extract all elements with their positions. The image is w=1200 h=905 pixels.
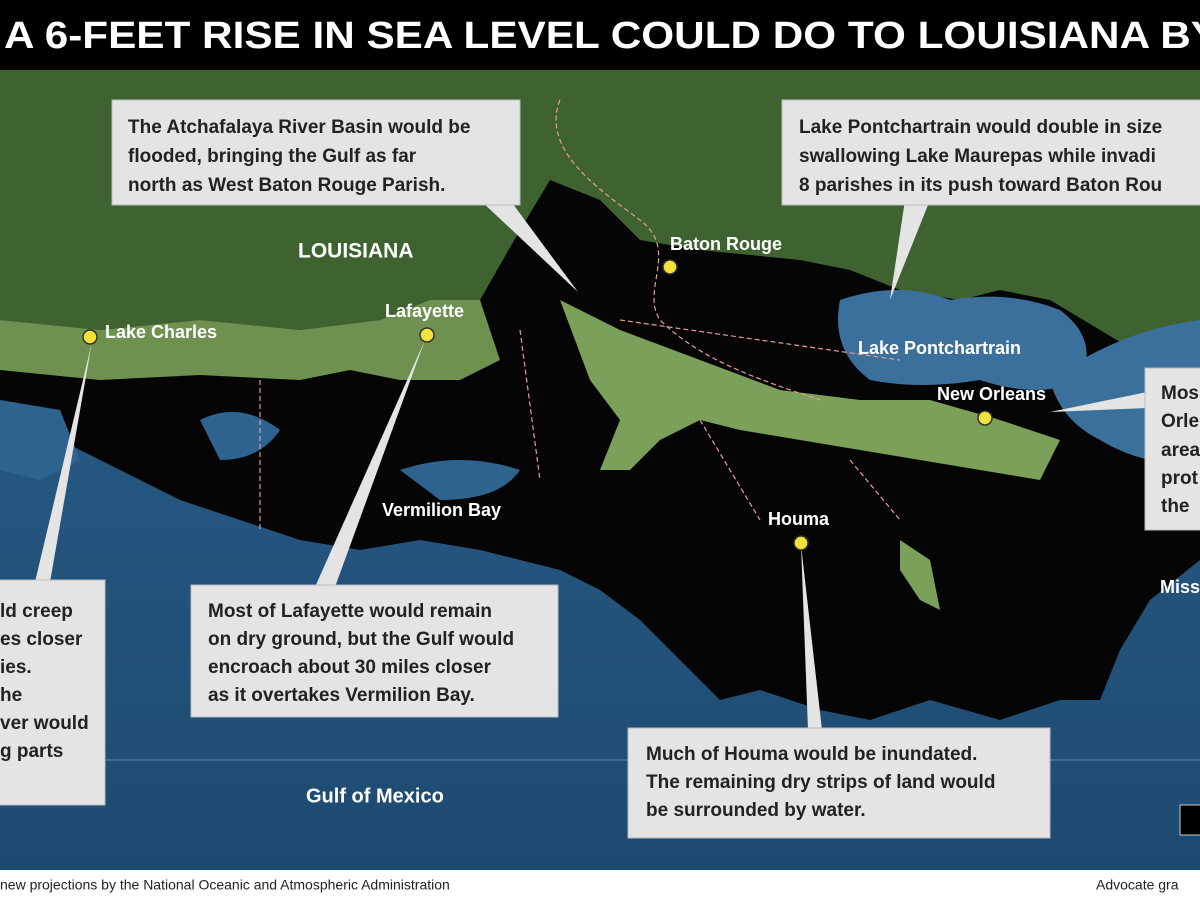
callout-line: north as West Baton Rouge Parish. [128, 175, 445, 196]
callout-line: he [0, 685, 22, 706]
callout-pointer [890, 200, 930, 300]
callout-line: ld creep [0, 601, 73, 622]
callout-box [781, 99, 1200, 206]
callout-line: as it overtakes Vermilion Bay. [208, 685, 475, 706]
water-label: Gulf of Mexico [306, 785, 444, 807]
lake-pontchartrain [838, 290, 1087, 390]
callout-line: swallowing Lake Maurepas while invadi [799, 146, 1156, 167]
callout-box [0, 579, 106, 806]
callout-box [190, 584, 559, 718]
callout-line: Lake Pontchartrain would double in size [799, 117, 1162, 138]
city-label: Houma [768, 509, 830, 529]
capital-dot [662, 259, 678, 275]
source-note: new projections by the National Oceanic … [0, 877, 450, 893]
footer [0, 870, 1200, 900]
callout-pointer [35, 342, 92, 582]
callout-line: flooded, bringing the Gulf as far [128, 146, 417, 167]
callout-line: g parts [0, 741, 63, 762]
title: A 6-FEET RISE IN SEA LEVEL COULD DO TO L… [4, 15, 1200, 57]
callout-box [1144, 367, 1200, 531]
city-dot [419, 327, 435, 343]
city-label: New Orleans [937, 384, 1046, 404]
city-label: Baton Rouge [670, 234, 782, 254]
callout-line: ver would [0, 713, 89, 734]
title-bar [0, 0, 1200, 70]
city-label: Lafayette [385, 301, 464, 321]
credit: Advocate gra [1096, 877, 1179, 893]
callout-line: prot [1161, 468, 1199, 489]
callout-pointer [801, 545, 822, 730]
callout-line: encroach about 30 miles closer [208, 657, 492, 678]
dry-land-ridge [560, 300, 1060, 480]
callout-line: The Atchafalaya River Basin would be [128, 117, 470, 138]
callout-box [627, 727, 1051, 839]
dry-land-coastal [0, 300, 500, 380]
vermilion-bay-water [400, 460, 520, 500]
callout-box [111, 99, 521, 206]
callout-line: ies. [0, 657, 32, 678]
callout-pointer [315, 340, 425, 587]
parish-line [180, 199, 901, 530]
state-label: LOUISIANA [298, 240, 414, 263]
water-label: Lake Pontchartrain [858, 338, 1021, 358]
callout-line: Orle [1161, 411, 1199, 432]
callout-line: 8 parishes in its push toward Baton Rou [799, 175, 1162, 196]
city-dot [793, 535, 809, 551]
parish-line [555, 99, 821, 401]
callout-line: The remaining dry strips of land would [646, 772, 995, 793]
city-dot [977, 410, 993, 426]
callout-pointer [480, 200, 578, 292]
water-label: Vermilion Bay [382, 500, 501, 520]
city-label: Lake Charles [105, 322, 217, 342]
legend-swatch [1179, 804, 1200, 836]
callout-line: Much of Houma would be inundated. [646, 744, 977, 765]
dry-strip [900, 540, 940, 610]
callout-line: area [1161, 440, 1200, 461]
callout-line: es closer [0, 629, 83, 650]
callout-line: be surrounded by water. [646, 800, 866, 821]
city-dot [82, 329, 98, 345]
calcasieu-water [0, 400, 80, 480]
callout-pointer [1050, 392, 1147, 412]
callout-line: on dry ground, but the Gulf would [208, 629, 514, 650]
callout-line: Most of Lafayette would remain [208, 601, 492, 622]
callout-line: the [1161, 496, 1190, 517]
river-label: Miss [1160, 577, 1200, 597]
callout-line: Mos [1161, 383, 1199, 404]
